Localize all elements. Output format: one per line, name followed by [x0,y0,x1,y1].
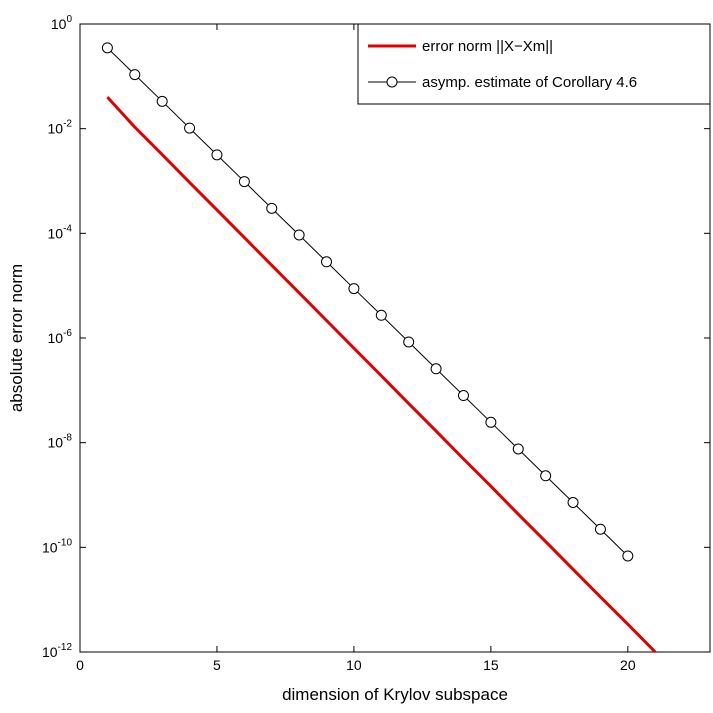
data-point [485,416,497,428]
legend-marker [386,76,398,88]
y-tick-label: 10-2 [48,119,73,137]
data-point [321,256,333,268]
y-tick-label: 10-4 [48,223,73,241]
y-tick-label: 10-8 [48,433,73,451]
data-point [238,176,250,188]
y-tick-label: 10-10 [42,537,72,555]
data-point [540,470,552,482]
data-point [594,523,606,535]
data-point [512,443,524,455]
x-tick-label: 15 [483,657,499,673]
x-tick-label: 5 [213,657,221,673]
data-point [403,336,415,348]
x-tick-label: 0 [76,657,84,673]
data-point [266,202,278,214]
y-tick-label: 10-6 [48,328,73,346]
y-tick-label: 100 [51,14,73,32]
y-axis-label: absolute error norm [7,264,26,412]
x-tick-label: 10 [346,657,362,673]
data-point [457,390,469,402]
legend-label: asymp. estimate of Corollary 4.6 [422,74,637,91]
data-point [184,122,196,134]
data-point [430,363,442,375]
data-point [348,283,360,295]
legend-label: error norm ||X−Xm|| [422,38,553,55]
data-point [622,550,634,562]
legend-box [357,23,711,105]
plot-frame [79,23,711,653]
data-point [375,309,387,321]
y-tick-label: 10-12 [42,642,72,660]
data-point [156,95,168,107]
data-point [293,229,305,241]
x-axis-label: dimension of Krylov subspace [282,685,508,704]
x-tick-label: 20 [620,657,636,673]
data-point [211,149,223,161]
series-line [106,96,657,654]
data-point [101,42,113,54]
data-point [567,496,579,508]
data-point [129,69,141,81]
series-line [107,47,629,557]
